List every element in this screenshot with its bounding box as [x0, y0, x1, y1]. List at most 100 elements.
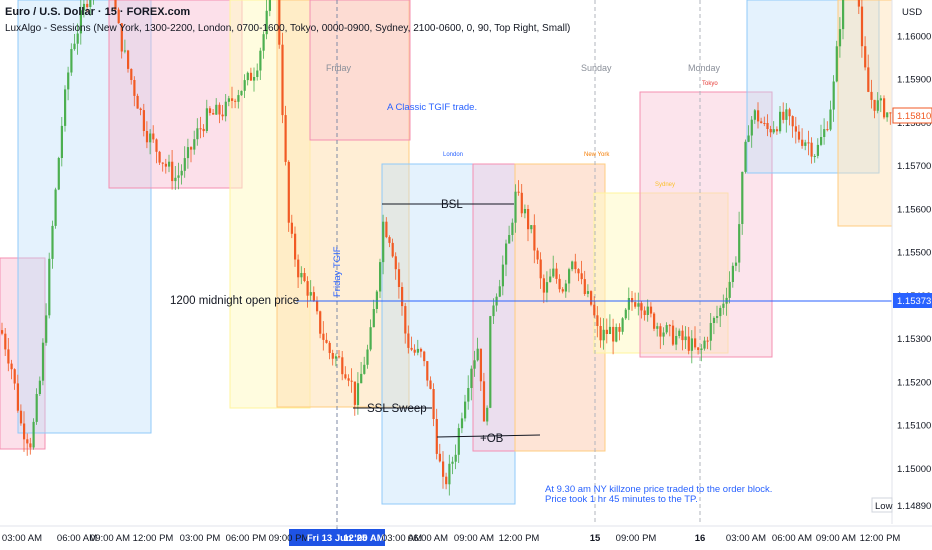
candle-body — [536, 250, 539, 260]
candle-body — [183, 158, 186, 171]
candle-body — [114, 0, 117, 10]
candle-body — [643, 310, 646, 315]
price-tick-label: 1.15300 — [897, 334, 931, 345]
candle-body — [130, 69, 133, 80]
candle-body — [287, 161, 290, 223]
time-tick-label: 12:00 PM — [499, 533, 540, 544]
candle-body — [750, 119, 753, 136]
candle-body — [511, 222, 514, 235]
candle-body — [76, 33, 79, 44]
candle-body — [177, 175, 180, 178]
candle-body — [413, 349, 416, 353]
candle-body — [775, 129, 779, 132]
candle-body — [199, 128, 202, 130]
candle-body — [186, 147, 190, 159]
low-tag-label: Low — [875, 501, 893, 512]
time-tick-label: 06:00 AM — [772, 533, 812, 544]
candle-body — [218, 104, 221, 115]
crosshair-date-badge — [289, 529, 385, 546]
time-tick-label: 12:00 PM — [860, 533, 901, 544]
candle-body — [542, 278, 545, 293]
candle-body — [804, 142, 807, 146]
candle-body — [442, 461, 445, 477]
candle-body — [397, 269, 401, 287]
candle-body — [294, 233, 297, 260]
candle-body — [4, 333, 7, 350]
candle-body — [32, 421, 35, 448]
line-price-label: 1.15373 — [897, 296, 931, 307]
candle-body — [152, 133, 155, 140]
candle-body — [571, 261, 574, 270]
candle-body — [38, 380, 41, 394]
candle-body — [558, 278, 561, 290]
candle-body — [297, 259, 300, 278]
candle-body — [473, 360, 476, 369]
price-tick-label: 1.15100 — [897, 421, 931, 432]
candle-body — [338, 356, 341, 358]
candle-body — [530, 225, 533, 230]
candle-body — [760, 121, 763, 123]
current-price-label: 1.15810 — [897, 111, 931, 122]
candle-body — [873, 99, 876, 111]
candles — [1, 0, 892, 496]
time-tick-label: 12:00 AM — [343, 533, 384, 544]
candle-body — [67, 72, 70, 90]
chart-title[interactable]: Euro / U.S. Dollar · 15 · FOREX.com — [5, 6, 190, 18]
candle-body — [457, 428, 460, 455]
candle-body — [445, 476, 448, 485]
price-tick-label: 1.15000 — [897, 464, 931, 475]
candle-body — [722, 303, 725, 308]
time-tick-label: 15 — [590, 533, 601, 544]
candle-body — [117, 9, 120, 24]
candle-body — [574, 261, 577, 270]
candle-body — [886, 112, 889, 118]
candle-body — [149, 133, 152, 143]
candle-body — [64, 89, 67, 126]
candle-body — [227, 98, 230, 102]
candle-body — [596, 315, 599, 326]
candle-body — [523, 209, 527, 214]
candle-body — [706, 340, 709, 342]
candle-body — [769, 129, 772, 133]
indicator-legend[interactable]: LuxAlgo - Sessions (New York, 1300-2200,… — [5, 23, 570, 34]
candle-body — [731, 265, 734, 282]
candle-body — [429, 380, 432, 389]
time-tick-label: 12:00 PM — [133, 533, 174, 544]
candle-body — [719, 307, 722, 317]
candle-body — [60, 125, 63, 158]
session-label-london: London — [443, 152, 463, 158]
low-tag — [871, 497, 893, 513]
candle-body — [133, 80, 136, 96]
candle-body — [656, 326, 659, 329]
candle-body — [347, 378, 350, 381]
candle-body — [202, 128, 205, 132]
candle-body — [605, 329, 608, 334]
candle-body — [419, 348, 423, 352]
candle-body — [810, 142, 813, 157]
candle-body — [237, 95, 240, 102]
time-tick-label: 06:00 AM — [408, 533, 448, 544]
candle-body — [549, 276, 552, 283]
candle-body — [476, 348, 479, 361]
price-axis[interactable]: USD 1.160001.159001.158001.157001.156001… — [871, 0, 932, 524]
candle-body — [602, 329, 605, 341]
candle-body — [246, 72, 249, 81]
candle-body — [353, 381, 356, 405]
price-axis-background — [893, 0, 932, 524]
candle-body — [712, 317, 716, 323]
candle-body — [832, 81, 835, 110]
candle-body — [684, 336, 687, 341]
candle-body — [448, 463, 451, 485]
time-tick-label: 03:00 AM — [2, 533, 42, 544]
candle-body — [744, 141, 747, 172]
candle-body — [482, 381, 486, 422]
candle-body — [54, 189, 57, 226]
price-tick-label: 1.15200 — [897, 378, 931, 389]
candle-body — [505, 243, 508, 265]
candle-body — [608, 326, 612, 334]
candle-body — [492, 305, 495, 317]
newyork-session-box — [472, 163, 606, 452]
candle-body — [253, 77, 256, 81]
